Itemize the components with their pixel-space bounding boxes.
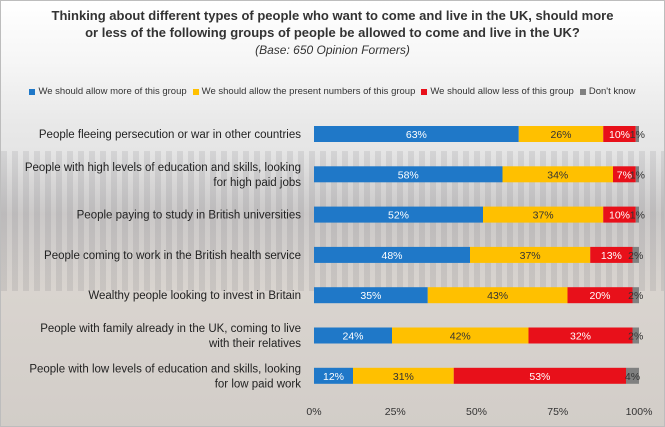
data-label: 7%	[617, 169, 632, 181]
data-label: 2%	[628, 331, 643, 343]
bar-segment	[314, 287, 428, 304]
data-label: 43%	[487, 290, 508, 302]
category-label-line: with their relatives	[208, 338, 301, 350]
data-label: 10%	[609, 129, 630, 141]
bar-segment	[635, 166, 639, 183]
legend-swatch	[192, 88, 199, 95]
bar-segment	[427, 287, 568, 304]
title-line-1: Thinking about different types of people…	[51, 8, 614, 23]
bar-segment	[314, 246, 470, 263]
data-label: 37%	[520, 250, 541, 262]
bar-segment	[470, 246, 591, 263]
category-label-line: People fleeing persecution or war in oth…	[39, 129, 301, 141]
category-label: Wealthy people looking to invest in Brit…	[88, 290, 301, 302]
legend-item: Don't know	[579, 86, 636, 97]
bar-segment	[632, 246, 639, 263]
data-label: 37%	[533, 210, 554, 222]
category-label-line: People with low levels of education and …	[29, 363, 301, 375]
bar-segment	[603, 126, 636, 142]
x-tick-label: 0%	[306, 406, 321, 418]
data-label: 4%	[625, 371, 640, 383]
title-line-2: or less of the following groups of peopl…	[85, 25, 580, 40]
legend-item: We should allow less of this group	[421, 86, 574, 97]
x-tick-label: 100%	[626, 406, 653, 418]
bar-segment	[613, 166, 636, 183]
legend-label: We should allow the present numbers of t…	[201, 86, 416, 97]
bar-segment	[314, 206, 483, 223]
data-label: 10%	[609, 210, 630, 222]
chart-title: Thinking about different types of people…	[1, 7, 664, 41]
category-label-line: for high paid jobs	[213, 177, 301, 189]
data-label: 24%	[342, 331, 363, 343]
bar-segment	[314, 327, 392, 344]
bar-segment	[632, 287, 639, 304]
data-label: 58%	[398, 169, 419, 181]
bar-segment	[502, 166, 613, 183]
legend-swatch	[579, 88, 586, 95]
x-tick-label: 50%	[466, 406, 487, 418]
bar-segment	[353, 367, 454, 384]
bar-segment	[632, 327, 639, 344]
chart-subtitle: (Base: 650 Opinion Formers)	[255, 43, 410, 57]
data-label: 42%	[450, 331, 471, 343]
legend-item: We should allow the present numbers of t…	[192, 86, 416, 97]
bar-segment	[453, 367, 626, 384]
category-label-line: for low paid work	[215, 378, 302, 390]
bar-segment	[518, 126, 604, 142]
bar-segment	[567, 287, 633, 304]
category-label: People coming to work in the British hea…	[44, 250, 301, 262]
chart-legend: We should allow more of this group We sho…	[1, 86, 664, 97]
category-label-line: People with high levels of education and…	[25, 162, 301, 174]
category-label: People paying to study in British univer…	[77, 210, 302, 222]
bar-segment	[528, 327, 633, 344]
data-label: 31%	[393, 371, 414, 383]
category-label-line: People coming to work in the British hea…	[44, 250, 301, 262]
bar-segment	[314, 166, 503, 183]
legend-swatch	[421, 88, 428, 95]
bar-segment	[314, 367, 353, 384]
bar-segment	[392, 327, 529, 344]
data-label: 48%	[381, 250, 402, 262]
bar-segment	[626, 367, 639, 384]
data-label: 1%	[630, 169, 645, 181]
data-label: 2%	[628, 290, 643, 302]
x-tick-label: 75%	[547, 406, 568, 418]
bar-segment	[483, 206, 604, 223]
data-label: 35%	[360, 290, 381, 302]
category-label-line: People paying to study in British univer…	[77, 210, 302, 222]
legend-item: We should allow more of this group	[29, 86, 187, 97]
data-label: 20%	[589, 290, 610, 302]
bar-segment	[314, 126, 519, 142]
category-label-line: People with family already in the UK, co…	[40, 323, 301, 335]
bar-segment	[603, 206, 636, 223]
category-label: People fleeing persecution or war in oth…	[39, 129, 301, 141]
bar-segment	[590, 246, 633, 263]
category-label: People with low levels of education and …	[29, 363, 301, 390]
bar-segment	[635, 126, 639, 142]
bar-segment	[635, 206, 639, 223]
category-label-line: Wealthy people looking to invest in Brit…	[88, 290, 301, 302]
data-label: 52%	[388, 210, 409, 222]
data-label: 13%	[601, 250, 622, 262]
data-label: 12%	[323, 371, 344, 383]
legend-label: We should allow more of this group	[38, 86, 187, 97]
legend-swatch	[29, 88, 36, 95]
data-label: 1%	[630, 129, 645, 141]
data-label: 2%	[628, 250, 643, 262]
category-label: People with family already in the UK, co…	[40, 323, 301, 350]
data-label: 26%	[550, 129, 571, 141]
x-tick-label: 25%	[385, 406, 406, 418]
legend-label: We should allow less of this group	[430, 86, 574, 97]
data-label: 1%	[630, 210, 645, 222]
legend-label: Don't know	[588, 86, 636, 97]
data-label: 32%	[570, 331, 591, 343]
data-label: 63%	[406, 129, 427, 141]
category-label: People with high levels of education and…	[25, 162, 301, 189]
data-label: 53%	[529, 371, 550, 383]
data-label: 34%	[547, 169, 568, 181]
